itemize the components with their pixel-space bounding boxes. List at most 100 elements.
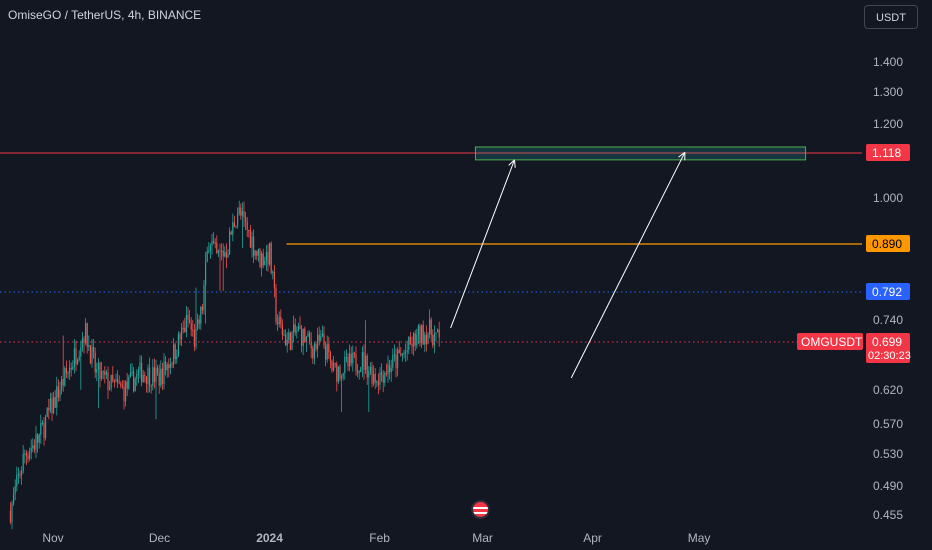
candle-body	[397, 349, 399, 369]
candle-body	[272, 271, 274, 273]
time-tick-label: May	[688, 531, 711, 545]
price-tick-label: 0.455	[873, 508, 903, 522]
candle-body	[424, 334, 426, 345]
candle-body	[161, 368, 163, 385]
candle-body	[32, 445, 34, 449]
candle-body	[257, 249, 259, 256]
candle-body	[99, 362, 101, 379]
candle-body	[64, 368, 66, 386]
candle-body	[400, 353, 402, 356]
candle-body	[437, 329, 439, 333]
candle-body	[217, 250, 219, 253]
candle-body	[261, 253, 263, 268]
candle-body	[209, 245, 211, 251]
candle-body	[408, 336, 410, 351]
candle-body	[16, 474, 18, 487]
price-tick-label: 0.570	[873, 417, 903, 431]
candle-body	[189, 319, 191, 324]
price-tick-label: 1.400	[873, 55, 903, 69]
candle-body	[213, 241, 215, 243]
candle-body	[133, 371, 135, 392]
candle-body	[110, 374, 112, 388]
blue-price-label-bg	[866, 283, 910, 300]
price-tick-label: 1.000	[873, 191, 903, 205]
candle-body	[61, 379, 63, 390]
candle-body	[333, 362, 335, 371]
us-flag-icon[interactable]	[471, 500, 490, 519]
candle-body	[309, 332, 311, 342]
candle-body	[337, 366, 339, 382]
candle-body	[376, 381, 378, 383]
candle-body	[273, 271, 275, 288]
candle-body	[320, 336, 322, 341]
candle-body	[109, 387, 111, 390]
candle-body	[56, 386, 58, 408]
arrow-head	[514, 159, 516, 168]
candle-body	[371, 366, 373, 384]
candle-body	[118, 382, 120, 384]
candle-body	[405, 351, 407, 353]
candle-body	[81, 338, 83, 348]
candle-body	[128, 376, 130, 389]
candle-body	[329, 352, 331, 361]
candle-body	[230, 231, 232, 235]
candle-body	[102, 371, 104, 373]
candle-body	[91, 346, 93, 364]
candle-body	[160, 368, 162, 386]
candle-body	[414, 333, 416, 346]
drawings	[450, 146, 807, 379]
candle-body	[425, 334, 427, 344]
arrow-head	[678, 151, 686, 158]
candle-body	[435, 332, 437, 334]
candle-body	[145, 376, 147, 384]
candle-body	[385, 373, 387, 375]
candle-body	[33, 445, 35, 450]
candle-body	[25, 453, 27, 456]
currency-button[interactable]: USDT	[864, 5, 918, 29]
candle-body	[93, 346, 95, 353]
candle-body	[49, 398, 51, 411]
candle-body	[107, 372, 109, 390]
candle-body	[240, 207, 242, 216]
candle-body	[45, 416, 47, 439]
candle-body	[211, 241, 213, 246]
candle-body	[41, 422, 43, 424]
candle-body	[65, 368, 67, 374]
price-tick-label: 1.300	[873, 85, 903, 99]
symbol-tag: OMGUSDT	[801, 335, 863, 349]
candle-body	[227, 254, 229, 258]
candle-body	[192, 329, 194, 331]
candle-body	[249, 230, 251, 248]
candle-body	[243, 210, 245, 218]
candle-body	[176, 355, 178, 360]
candle-body	[347, 356, 349, 367]
candle-body	[328, 343, 330, 353]
candle-body	[254, 250, 256, 256]
candle-body	[166, 364, 168, 371]
candle-body	[342, 373, 344, 377]
candle-body	[264, 260, 266, 266]
candle-body	[369, 366, 371, 372]
candle-body	[355, 353, 357, 371]
candle-body	[163, 361, 165, 385]
candle-body	[256, 250, 258, 256]
candle-body	[171, 363, 173, 365]
resistance-price-label-bg	[866, 144, 910, 161]
last-price-label: 0.699	[872, 335, 902, 349]
candle-body	[246, 221, 248, 230]
candle-body	[120, 383, 122, 387]
candle-body	[419, 325, 421, 343]
candle-body	[326, 343, 328, 360]
candle-body	[29, 452, 31, 459]
time-tick-label: 2024	[256, 531, 283, 545]
candle-body	[177, 333, 179, 356]
candle-body	[19, 473, 21, 476]
candle-body	[201, 306, 203, 311]
candle-body	[72, 366, 74, 370]
time-tick-label: Feb	[369, 531, 390, 545]
candle-body	[96, 368, 98, 373]
candle-body	[373, 373, 375, 384]
candle-body	[229, 231, 231, 255]
